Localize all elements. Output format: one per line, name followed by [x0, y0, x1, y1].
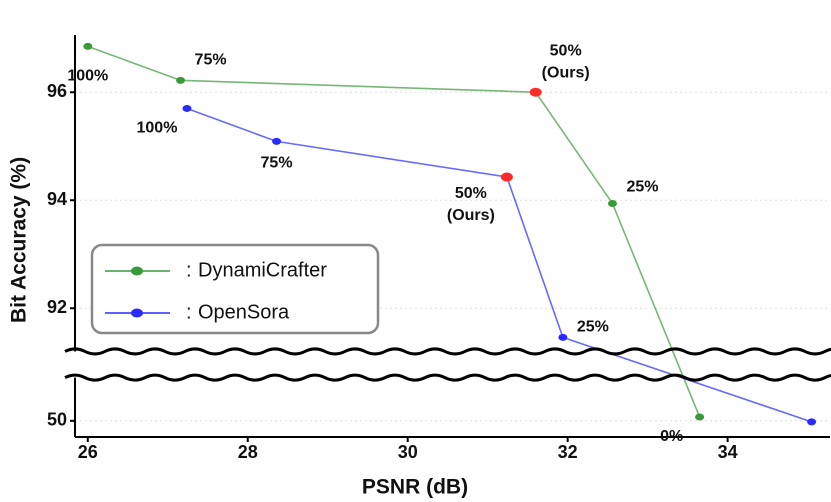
data-point	[607, 199, 617, 207]
legend-label: DynamiCrafter	[198, 259, 327, 281]
data-point	[500, 172, 513, 182]
axis-break	[64, 373, 831, 382]
x-tick-label: 32	[558, 442, 578, 462]
x-tick-label: 26	[78, 442, 98, 462]
point-label: (Ours)	[542, 64, 590, 81]
point-label: 50%	[550, 42, 582, 59]
point-label: 75%	[261, 155, 293, 172]
legend-marker	[131, 308, 143, 318]
point-label: 25%	[626, 179, 658, 196]
point-label: 75%	[195, 52, 227, 69]
point-label: 100%	[67, 68, 108, 85]
x-tick-label: 28	[238, 442, 258, 462]
data-point	[558, 333, 568, 341]
legend-prefix: :	[186, 301, 192, 323]
point-label: 25%	[577, 319, 609, 336]
data-point	[695, 413, 705, 421]
data-point	[83, 42, 93, 50]
data-point	[176, 76, 186, 84]
x-tick-label: 30	[398, 442, 418, 462]
y-tick-label: 92	[47, 297, 67, 317]
data-point	[807, 418, 817, 426]
point-label: 50%	[455, 185, 487, 202]
data-point	[272, 137, 282, 145]
point-label: 100%	[137, 120, 178, 137]
legend-label: OpenSora	[198, 301, 290, 323]
y-tick-label: 50	[47, 410, 67, 430]
axis-break	[64, 347, 831, 356]
legend-prefix: :	[186, 259, 192, 281]
data-point	[529, 87, 542, 97]
y-tick-label: 96	[47, 81, 67, 101]
legend: : DynamiCrafter: OpenSora	[90, 243, 380, 335]
legend-box	[90, 243, 380, 335]
y-axis-title: Bit Accuracy (%)	[8, 157, 31, 323]
point-label: 0%	[660, 428, 683, 445]
point-label: (Ours)	[447, 207, 495, 224]
data-point	[182, 104, 192, 112]
x-axis-title: PSNR (dB)	[362, 476, 468, 499]
y-tick-label: 94	[47, 189, 67, 209]
x-tick-label: 34	[718, 442, 738, 462]
legend-marker	[131, 266, 143, 276]
axis-break-band	[67, 351, 830, 378]
